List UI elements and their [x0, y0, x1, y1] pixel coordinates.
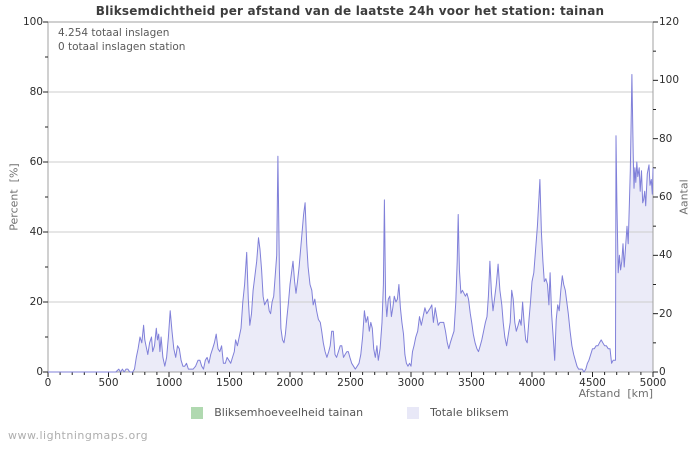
x-tick-label: 1500 — [216, 377, 243, 389]
y-left-tick-label: 40 — [29, 226, 43, 238]
y-right-tick-label: 80 — [659, 132, 673, 145]
legend-label: Bliksemhoeveelheid tainan — [214, 406, 364, 419]
x-tick-label: 4000 — [518, 377, 546, 389]
x-tick-label: 1000 — [155, 377, 183, 389]
y-left-tick-label: 60 — [29, 156, 43, 168]
x-tick-label: 4500 — [579, 377, 606, 389]
y-right-tick-label: 60 — [659, 191, 673, 203]
station-strikes-text: 0 totaal inslagen station — [58, 41, 186, 53]
y-right-tick-label: 100 — [659, 74, 680, 87]
watermark-link[interactable]: www.lightningmaps.org — [8, 429, 149, 442]
strike-totals-annotation: 4.254 totaal inslagen 0 totaal inslagen … — [58, 26, 185, 54]
x-tick-label: 0 — [44, 377, 52, 389]
x-tick-label: 5000 — [639, 377, 667, 389]
y-left-tick-label: 80 — [29, 86, 43, 98]
y-right-tick-label: 0 — [659, 366, 666, 378]
total-lightning-area-fill — [48, 74, 653, 372]
x-tick-label: 500 — [98, 377, 119, 389]
y-right-tick-label: 120 — [659, 16, 680, 28]
y-right-tick-label: 40 — [659, 249, 673, 262]
x-tick-label: 3500 — [458, 377, 485, 389]
y-left-tick-label: 100 — [22, 16, 43, 28]
legend-swatch-icon — [191, 406, 204, 419]
y-axis-left-title: Percent [%] — [7, 163, 21, 231]
y-axis-right-title: Aantal — [677, 179, 691, 215]
legend-item-0: Bliksemhoeveelheid tainan — [191, 406, 363, 419]
x-tick-label: 2000 — [276, 377, 304, 389]
y-left-tick-label: 20 — [29, 296, 43, 308]
total-strikes-text: 4.254 totaal inslagen — [58, 27, 170, 39]
legend-label: Totale bliksem — [430, 406, 509, 419]
legend-swatch-icon — [407, 406, 420, 419]
legend-item-1: Totale bliksem — [407, 406, 509, 419]
y-left-tick-label: 0 — [36, 366, 43, 378]
x-tick-label: 3000 — [397, 377, 425, 389]
legend: Bliksemhoeveelheid tainan Totale bliksem — [0, 406, 700, 419]
x-axis-title: Afstand [km] — [578, 387, 653, 400]
chart-title: Bliksemdichtheid per afstand van de laat… — [95, 4, 605, 18]
x-tick-label: 2500 — [337, 377, 364, 389]
total-lightning-line — [48, 74, 654, 373]
y-right-tick-label: 20 — [659, 307, 673, 320]
